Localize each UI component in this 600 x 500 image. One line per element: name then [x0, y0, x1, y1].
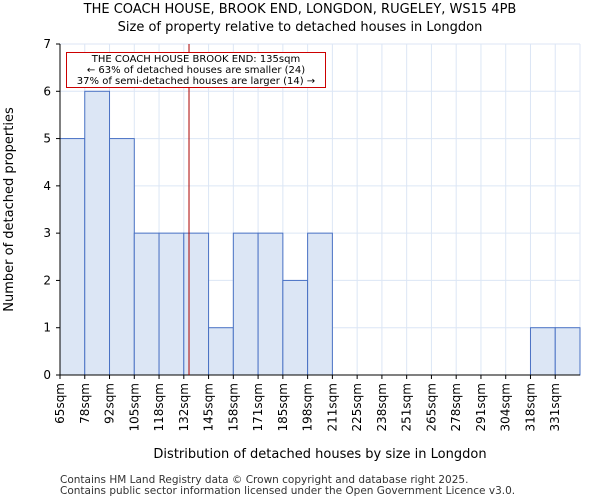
y-tick-label: 4 — [43, 179, 51, 193]
y-tick-label: 0 — [43, 368, 51, 382]
x-tick-label: 331sqm — [548, 383, 562, 431]
x-axis-title: Distribution of detached houses by size … — [153, 447, 486, 462]
x-tick-label: 291sqm — [474, 383, 488, 431]
y-tick-label: 7 — [43, 37, 51, 51]
x-tick-label: 185sqm — [276, 383, 290, 431]
x-tick-label: 158sqm — [226, 383, 240, 431]
x-tick-label: 132sqm — [177, 383, 191, 431]
y-axis-title: Number of detached properties — [2, 107, 17, 312]
y-tick-label: 3 — [43, 226, 51, 240]
bar — [109, 138, 135, 376]
x-tick-label: 78sqm — [78, 383, 92, 424]
bar — [307, 232, 333, 376]
bar — [554, 327, 581, 376]
footer-line-1: Contains HM Land Registry data © Crown c… — [60, 474, 469, 486]
bar — [208, 327, 234, 376]
x-tick-label: 92sqm — [103, 383, 117, 424]
chart-title: THE COACH HOUSE, BROOK END, LONGDON, RUG… — [83, 2, 517, 17]
bar — [158, 232, 185, 376]
x-tick-label: 304sqm — [499, 383, 513, 431]
bar — [59, 138, 86, 376]
x-tick-label: 265sqm — [424, 383, 438, 431]
annotation-line-2: ← 63% of detached houses are smaller (24… — [86, 65, 306, 76]
x-tick-label: 118sqm — [152, 383, 166, 431]
annotation-box: THE COACH HOUSE BROOK END: 135sqm ← 63% … — [66, 52, 326, 88]
x-tick-label: 171sqm — [251, 383, 265, 431]
y-tick-label: 6 — [43, 84, 51, 98]
x-tick-label: 238sqm — [375, 383, 389, 431]
y-tick-label: 2 — [43, 273, 51, 287]
bar — [529, 327, 556, 376]
x-tick-label: 318sqm — [523, 383, 537, 431]
x-tick-label: 105sqm — [127, 383, 141, 431]
annotation-line-3: 37% of semi-detached houses are larger (… — [76, 76, 316, 87]
x-tick-label: 251sqm — [400, 383, 414, 431]
x-tick-label: 198sqm — [301, 383, 315, 431]
y-tick-label: 5 — [43, 132, 51, 146]
x-tick-label: 211sqm — [325, 383, 339, 431]
bar — [133, 232, 160, 376]
bar — [232, 232, 259, 376]
annotation-line-1: THE COACH HOUSE BROOK END: 135sqm — [91, 54, 301, 65]
chart-subtitle: Size of property relative to detached ho… — [117, 20, 483, 35]
x-tick-label: 225sqm — [350, 383, 364, 431]
x-tick-label: 145sqm — [202, 383, 216, 431]
bar — [257, 232, 284, 376]
footer-line-2: Contains public sector information licen… — [60, 485, 516, 497]
bar — [183, 232, 210, 376]
x-tick-label: 278sqm — [449, 383, 463, 431]
bar — [84, 90, 111, 376]
y-tick-label: 1 — [43, 321, 51, 335]
x-tick-label: 65sqm — [53, 383, 67, 424]
bar — [282, 279, 309, 376]
